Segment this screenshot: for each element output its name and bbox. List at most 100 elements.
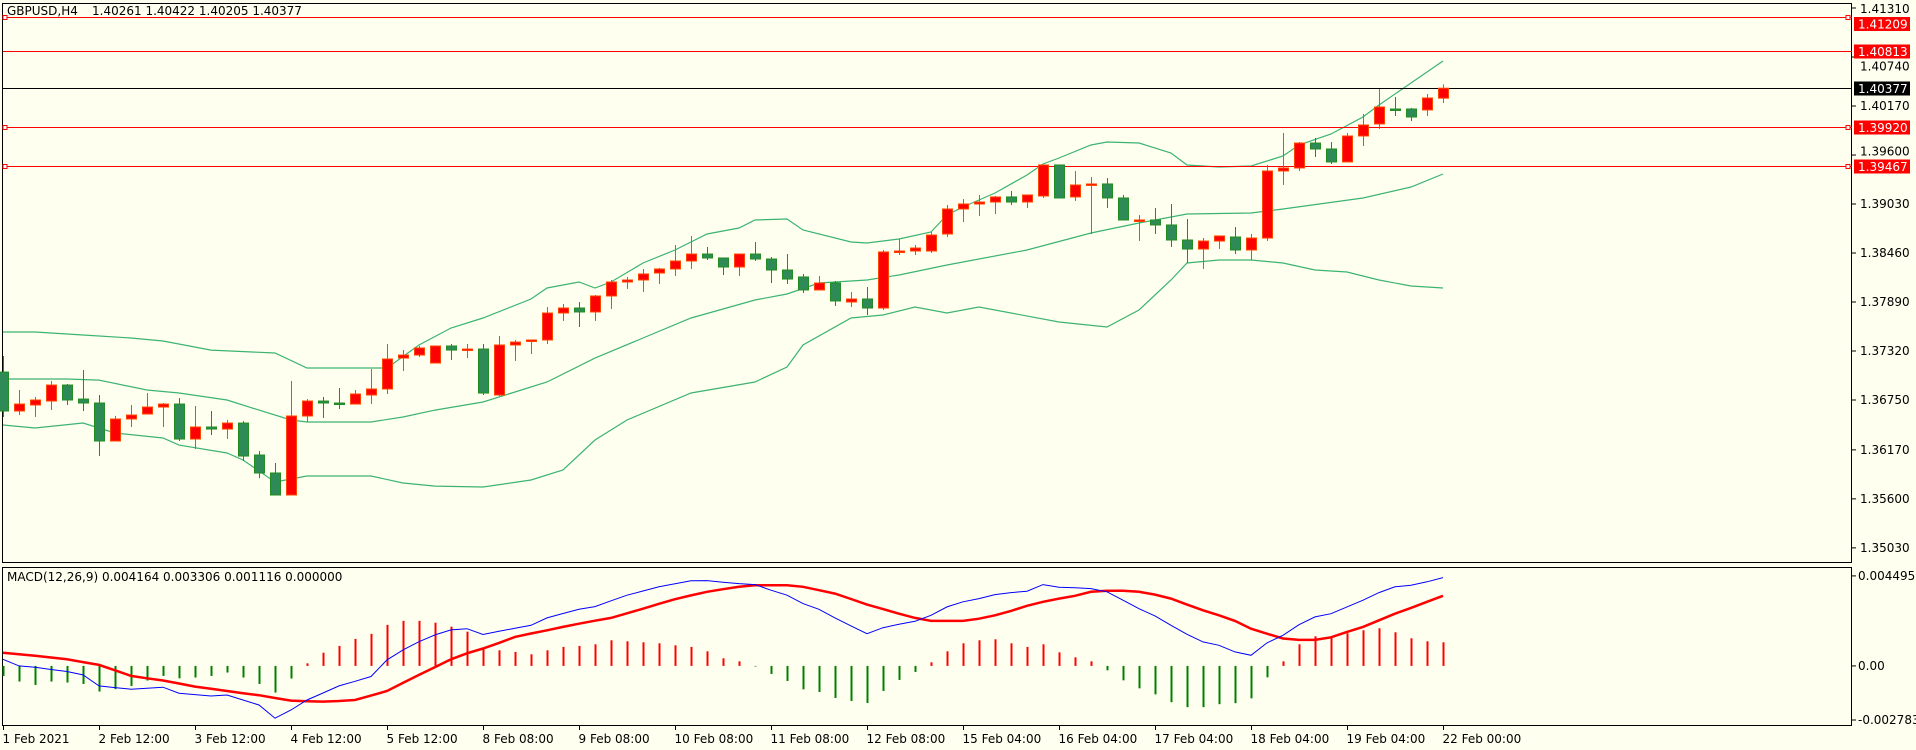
- price-tick-label: 1.36170: [1860, 443, 1910, 457]
- candle-body: [398, 354, 409, 359]
- candle-body: [766, 258, 777, 271]
- macd-plot-frame: [2, 567, 1852, 726]
- bullish-candle: [158, 403, 169, 427]
- bullish-candle: [1214, 235, 1225, 250]
- candle-body: [1262, 170, 1273, 239]
- main-plot-frame: [2, 3, 1852, 563]
- bearish-candle: [782, 254, 793, 285]
- bullish-candle: [46, 381, 57, 411]
- candle-body: [334, 402, 345, 406]
- bullish-candle: [286, 381, 297, 496]
- candle-body: [622, 279, 633, 283]
- macd-signal-line: [2, 583, 1444, 703]
- candle-body: [286, 415, 297, 496]
- candle-body: [974, 201, 985, 205]
- candle-body: [142, 406, 153, 415]
- bullish-candle: [142, 393, 153, 415]
- candle-body: [1230, 236, 1241, 251]
- bollinger-upper-line: [3, 60, 1444, 369]
- bullish-candle: [494, 336, 505, 397]
- candle-body: [414, 347, 425, 356]
- bullish-candle: [462, 344, 473, 359]
- bullish-candle: [942, 205, 953, 238]
- macd-tick-label: 0.004495: [1858, 569, 1915, 583]
- candle-body: [126, 414, 137, 420]
- bearish-candle: [446, 344, 457, 361]
- candle-body: [558, 307, 569, 314]
- time-tick-label: 15 Feb 04:00: [963, 732, 1042, 746]
- time-tick-label: 22 Feb 00:00: [1443, 732, 1522, 746]
- candle-body: [990, 196, 1001, 203]
- time-tick-label: 16 Feb 04:00: [1059, 732, 1138, 746]
- price-tick-label: 1.39600: [1860, 145, 1910, 159]
- price-tag-bg: [1854, 17, 1910, 31]
- line-anchor-right-icon: [1845, 125, 1851, 130]
- chart-ohlc-label: 1.40261 1.40422 1.40205 1.40377: [92, 4, 302, 18]
- price-tick-label: 1.37890: [1860, 295, 1910, 309]
- macd-main-line: [2, 577, 1444, 719]
- bullish-candle: [958, 199, 969, 223]
- bullish-candle: [430, 345, 441, 364]
- bearish-candle: [1230, 227, 1241, 255]
- bearish-candle: [1390, 96, 1401, 116]
- bearish-candle: [1006, 191, 1017, 206]
- bearish-candle: [1150, 208, 1161, 234]
- candle-body: [254, 454, 265, 474]
- candle-body: [1198, 240, 1209, 250]
- candle-body: [686, 253, 697, 262]
- price-tag-bg: [1854, 120, 1910, 135]
- candle-body: [654, 268, 665, 274]
- bullish-candle: [1358, 113, 1369, 146]
- bullish-candle: [878, 249, 889, 310]
- candle-body: [958, 203, 969, 210]
- candle-body: [510, 341, 521, 346]
- bullish-candle: [606, 279, 617, 310]
- time-tick-label: 8 Feb 08:00: [483, 732, 554, 746]
- bullish-candle: [734, 253, 745, 277]
- macd-tick-label: 0.00: [1858, 659, 1885, 673]
- price-tick-label: 1.35600: [1860, 492, 1910, 506]
- price-tag-bg: [1854, 44, 1910, 59]
- bullish-candle: [414, 346, 425, 358]
- time-tick-label: 18 Feb 04:00: [1251, 732, 1330, 746]
- candle-body: [238, 422, 249, 457]
- bearish-candle: [478, 344, 489, 396]
- candle-body: [1342, 135, 1353, 163]
- candle-body: [1150, 219, 1161, 226]
- candle-body: [494, 344, 505, 396]
- bearish-candle: [62, 384, 73, 405]
- bullish-candle: [1374, 88, 1385, 130]
- candle-body: [1326, 148, 1337, 163]
- candle-body: [1166, 224, 1177, 241]
- candle-body: [1278, 167, 1289, 172]
- bullish-candle: [1198, 238, 1209, 269]
- line-anchor-left-icon: [2, 125, 8, 130]
- candle-body: [270, 472, 281, 496]
- macd-header-label: MACD(12,26,9) 0.004164 0.003306 0.001116…: [7, 570, 342, 584]
- candle-body: [430, 345, 441, 364]
- macd-tick-label: -0.002783: [1858, 713, 1916, 727]
- line-anchor-right-icon: [1845, 15, 1851, 20]
- price-tag-label: 1.39467: [1858, 160, 1908, 174]
- bearish-candle: [254, 450, 265, 479]
- time-tick-label: 17 Feb 04:00: [1155, 732, 1234, 746]
- candle-body: [1118, 197, 1129, 221]
- bid-tag-label: 1.40377: [1858, 82, 1908, 96]
- bullish-candle: [654, 268, 665, 285]
- candle-body: [1294, 142, 1305, 169]
- bullish-candle: [382, 344, 393, 394]
- candle-body: [942, 208, 953, 235]
- bullish-candle: [126, 404, 137, 427]
- bullish-candle: [910, 245, 921, 255]
- bullish-candle: [590, 294, 601, 321]
- candle-body: [798, 276, 809, 291]
- candle-body: [638, 273, 649, 281]
- bullish-candle: [1246, 233, 1257, 261]
- bullish-candle: [846, 292, 857, 307]
- bearish-candle: [1310, 137, 1321, 157]
- bearish-candle: [318, 396, 329, 419]
- candle-body: [750, 253, 761, 260]
- bullish-candle: [1294, 142, 1305, 171]
- candle-body: [1214, 235, 1225, 242]
